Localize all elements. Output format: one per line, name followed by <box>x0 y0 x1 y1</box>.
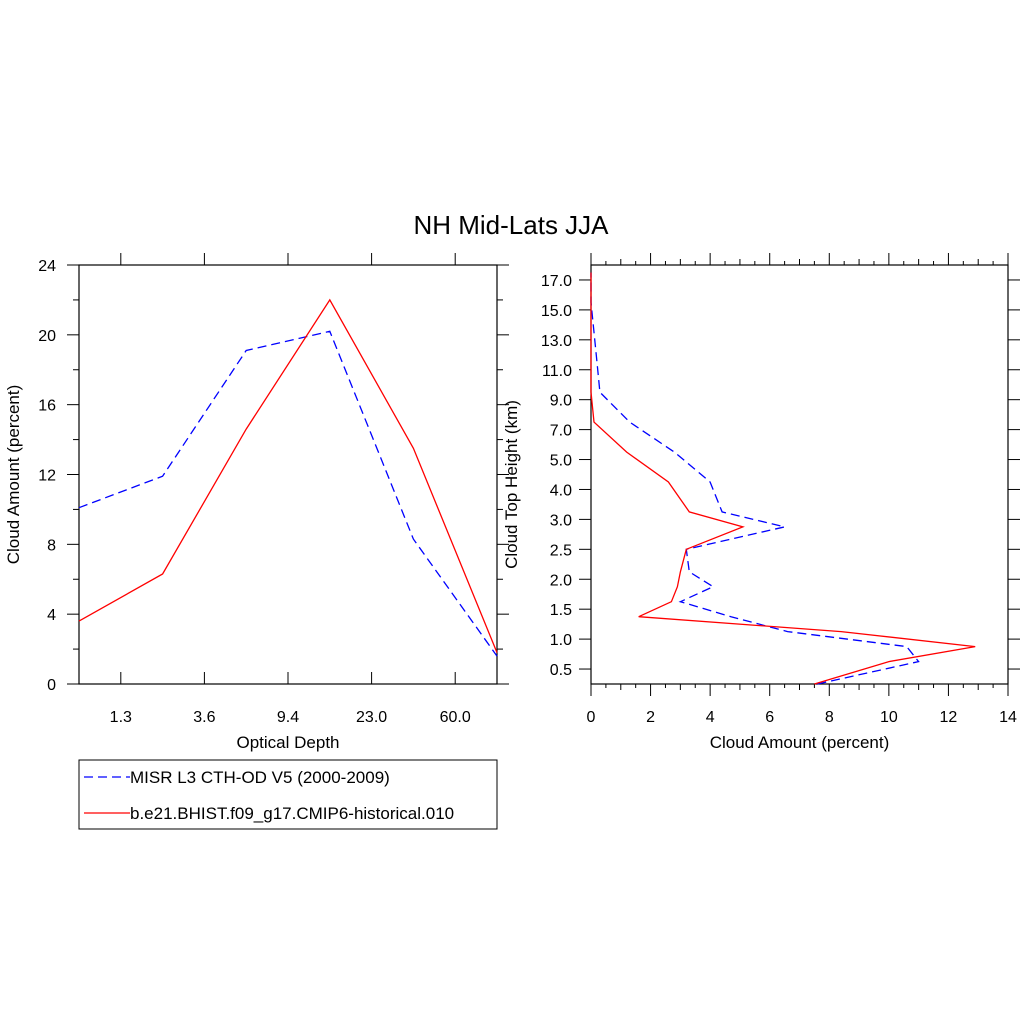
right-x-tick-label: 14 <box>999 709 1017 726</box>
legend-label-model: b.e21.BHIST.f09_g17.CMIP6-historical.010 <box>130 804 454 823</box>
cloud-top-height-panel: 0 2 4 6 8 10 12 14 0.5 1.0 1.5 2.0 2.5 3.0 4.0 5.0 7.0 9.… <box>502 253 1020 752</box>
left-y-axis-title: Cloud Amount (percent) <box>4 385 23 565</box>
left-x-tick-label: 9.4 <box>277 709 299 726</box>
right-y-tick-label: 9.0 <box>550 393 572 410</box>
left-y-tick-label: 20 <box>38 328 56 345</box>
right-plot-frame <box>590 264 1009 685</box>
right-x-tick-label: 10 <box>880 709 898 726</box>
left-y-tick-label: 12 <box>38 468 56 485</box>
right-y-tick-label: 2.5 <box>550 542 572 559</box>
right-y-tick-label: 17.0 <box>541 273 572 290</box>
legend-label-obs: MISR L3 CTH-OD V5 (2000-2009) <box>130 768 390 787</box>
left-x-tick-label: 3.6 <box>193 709 215 726</box>
left-x-tick-label: 23.0 <box>356 709 387 726</box>
figure-title: NH Mid-Lats JJA <box>413 210 609 240</box>
right-y-tick-label: 15.0 <box>541 303 572 320</box>
left-plot-frame <box>78 264 498 685</box>
legend: MISR L3 CTH-OD V5 (2000-2009) b.e21.BHIS… <box>78 759 498 830</box>
right-y-tick-label: 5.0 <box>550 453 572 470</box>
right-x-tick-label: 8 <box>825 709 834 726</box>
right-y-tick-label: 13.0 <box>541 333 572 350</box>
right-y-tick-label: 0.5 <box>550 662 572 679</box>
left-y-tick-label: 0 <box>47 677 56 694</box>
right-x-tick-label: 6 <box>765 709 774 726</box>
left-x-axis-title: Optical Depth <box>237 733 340 752</box>
right-y-tick-label: 4.0 <box>550 482 572 499</box>
right-y-tick-label: 11.0 <box>542 363 572 380</box>
left-x-tick-label: 60.0 <box>440 709 471 726</box>
right-x-axis-title: Cloud Amount (percent) <box>710 733 890 752</box>
right-x-tick-label: 0 <box>587 709 596 726</box>
left-y-tick-label: 24 <box>38 258 56 275</box>
left-y-tick-label: 16 <box>38 398 56 415</box>
left-y-tick-label: 4 <box>47 607 56 624</box>
left-y-tick-label: 8 <box>47 537 56 554</box>
left-series-model <box>78 298 498 653</box>
left-x-tick-label: 1.3 <box>110 709 132 726</box>
right-series-obs <box>590 272 920 685</box>
right-y-tick-label: 1.5 <box>550 602 572 619</box>
optical-depth-panel: 1.3 3.6 9.4 23.0 60.0 0 4 8 12 16 20 24 Optical Dept… <box>4 253 509 752</box>
right-y-tick-label: 1.0 <box>550 632 572 649</box>
right-series-model <box>590 272 976 685</box>
right-y-tick-label: 3.0 <box>550 512 572 529</box>
legend-box <box>78 759 498 830</box>
left-series-obs <box>78 330 498 657</box>
right-y-axis-title: Cloud Top Height (km) <box>502 400 521 569</box>
right-x-tick-label: 12 <box>940 709 958 726</box>
right-y-tick-label: 2.0 <box>550 572 572 589</box>
right-x-tick-label: 4 <box>706 709 715 726</box>
right-x-tick-label: 2 <box>646 709 655 726</box>
right-y-tick-label: 7.0 <box>550 423 572 440</box>
